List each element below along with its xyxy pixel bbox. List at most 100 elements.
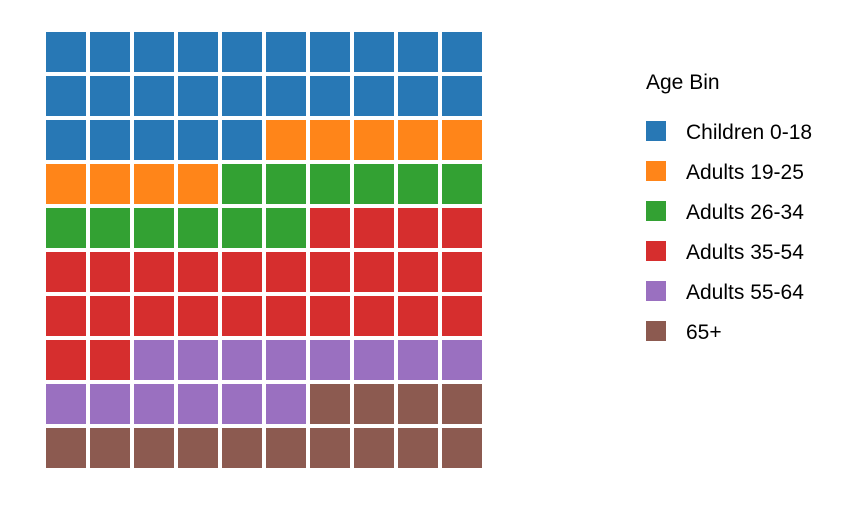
waffle-cell [134, 384, 174, 424]
waffle-cell [354, 340, 394, 380]
waffle-cell [178, 164, 218, 204]
legend-swatch [646, 241, 666, 261]
waffle-cell [134, 208, 174, 248]
waffle-cell [134, 252, 174, 292]
waffle-cell [178, 340, 218, 380]
waffle-cell [398, 164, 438, 204]
waffle-cell [442, 252, 482, 292]
waffle-cell [46, 384, 86, 424]
waffle-cell [354, 428, 394, 468]
waffle-cell [178, 252, 218, 292]
waffle-cell [398, 340, 438, 380]
legend-label: Adults 55-64 [686, 281, 804, 304]
waffle-cell [442, 296, 482, 336]
waffle-cell [222, 384, 262, 424]
waffle-cell [398, 384, 438, 424]
waffle-cell [90, 428, 130, 468]
waffle-cell [222, 296, 262, 336]
waffle-cell [46, 164, 86, 204]
waffle-cell [266, 164, 306, 204]
waffle-cell [310, 296, 350, 336]
waffle-cell [178, 32, 218, 72]
waffle-cell [354, 252, 394, 292]
legend-label: 65+ [686, 321, 722, 344]
waffle-cell [46, 252, 86, 292]
waffle-cell [398, 32, 438, 72]
waffle-cell [310, 428, 350, 468]
waffle-cell [442, 164, 482, 204]
waffle-cell [310, 340, 350, 380]
waffle-cell [398, 120, 438, 160]
waffle-cell [134, 340, 174, 380]
waffle-cell [442, 340, 482, 380]
waffle-cell [398, 296, 438, 336]
waffle-cell [90, 164, 130, 204]
legend-swatch [646, 121, 666, 141]
legend-title: Age Bin [646, 71, 720, 94]
waffle-cell [266, 428, 306, 468]
waffle-cell [266, 208, 306, 248]
waffle-cell [134, 296, 174, 336]
waffle-cell [310, 384, 350, 424]
waffle-cell [442, 208, 482, 248]
waffle-cell [222, 428, 262, 468]
waffle-cell [90, 32, 130, 72]
waffle-cell [310, 76, 350, 116]
waffle-cell [354, 32, 394, 72]
waffle-cell [222, 164, 262, 204]
legend-swatch [646, 161, 666, 181]
waffle-cell [222, 32, 262, 72]
waffle-cell [178, 296, 218, 336]
waffle-cell [90, 252, 130, 292]
waffle-cell [46, 76, 86, 116]
legend-label: Adults 35-54 [686, 241, 804, 264]
waffle-cell [46, 296, 86, 336]
waffle-cell [266, 120, 306, 160]
legend-swatch [646, 201, 666, 221]
waffle-cell [354, 208, 394, 248]
waffle-cell [266, 32, 306, 72]
waffle-cell [354, 296, 394, 336]
waffle-cell [310, 32, 350, 72]
waffle-cell [310, 252, 350, 292]
legend-label: Adults 19-25 [686, 161, 804, 184]
waffle-cell [354, 76, 394, 116]
waffle-cell [90, 76, 130, 116]
waffle-cell [178, 76, 218, 116]
waffle-cell [134, 32, 174, 72]
waffle-cell [442, 384, 482, 424]
waffle-cell [398, 252, 438, 292]
waffle-cell [178, 208, 218, 248]
legend-entries: Children 0-18 Adults 19-25 Adults 26-34 Adu… [646, 121, 812, 344]
waffle-cell [310, 164, 350, 204]
waffle-cell [354, 164, 394, 204]
waffle-cell [178, 428, 218, 468]
waffle-cell [354, 384, 394, 424]
waffle-cell [442, 120, 482, 160]
waffle-cell [398, 208, 438, 248]
waffle-grid [46, 32, 482, 468]
waffle-cell [90, 120, 130, 160]
waffle-cell [398, 76, 438, 116]
waffle-cell [310, 120, 350, 160]
legend-label: Adults 26-34 [686, 201, 804, 224]
waffle-cell [134, 120, 174, 160]
waffle-cell [222, 252, 262, 292]
waffle-cell [266, 384, 306, 424]
waffle-cell [46, 208, 86, 248]
waffle-cell [46, 340, 86, 380]
legend-swatch [646, 321, 666, 341]
waffle-cell [90, 384, 130, 424]
waffle-cell [310, 208, 350, 248]
waffle-cell [178, 120, 218, 160]
waffle-cell [178, 384, 218, 424]
waffle-cell [266, 296, 306, 336]
waffle-cell [90, 296, 130, 336]
waffle-cell [266, 76, 306, 116]
waffle-cell [90, 208, 130, 248]
waffle-cell [222, 208, 262, 248]
waffle-cell [46, 120, 86, 160]
waffle-cell [134, 76, 174, 116]
waffle-cell [90, 340, 130, 380]
